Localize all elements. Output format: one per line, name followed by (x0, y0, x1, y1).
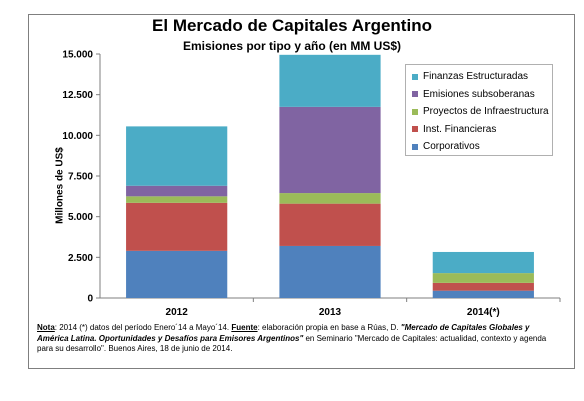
bar-segment (432, 251, 534, 274)
bar-segment (279, 193, 381, 204)
bar-segment (279, 106, 381, 194)
legend-item: Emisiones subsoberanas (412, 86, 552, 104)
bar-segment (126, 196, 228, 203)
legend-swatch (412, 126, 418, 133)
bar-segment (126, 202, 228, 251)
y-tick-label: 15.000 (62, 50, 93, 61)
y-tick-label: 0 (87, 294, 93, 305)
legend-item: Finanzas Estructuradas (412, 68, 552, 86)
legend: Finanzas Estructuradas Emisiones subsober… (405, 64, 553, 156)
bar-segment (279, 54, 381, 107)
note-text-3: en Seminario "Mercado de Capitales: actu… (37, 333, 547, 354)
x-tick-label: 2014(*) (467, 307, 500, 318)
legend-swatch (412, 143, 418, 150)
legend-label: Inst. Financieras (423, 123, 497, 135)
legend-swatch (412, 91, 418, 98)
note-italic-title: "Mercado de Capitales Globales y América… (37, 323, 530, 343)
legend-item: Proyectos de Infraestructura (412, 103, 552, 121)
y-tick-label: 5.000 (68, 212, 93, 223)
bar-segment (279, 203, 381, 246)
note-label: Nota (37, 323, 55, 332)
chart-subtitle: Emisiones por tipo y año (en MM US$) (182, 39, 402, 53)
bar-segment (126, 250, 228, 298)
legend-label: Finanzas Estructuradas (423, 71, 529, 83)
x-tick-label: 2012 (166, 307, 189, 318)
bar-segment (126, 185, 228, 197)
note-text-2: : elaboración propia en base a Rúas, D. (257, 323, 401, 332)
legend-label: Corporativos (423, 141, 480, 153)
bar-segment (432, 282, 534, 291)
legend-item: Inst. Financieras (412, 121, 552, 139)
bar-segment (126, 126, 228, 186)
note-text-1: : 2014 (*) datos del período Enero´14 a … (54, 323, 232, 332)
source-label: Fuente (231, 323, 258, 332)
y-tick-label: 7.500 (68, 172, 93, 183)
source-note: Nota: 2014 (*) datos del período Enero´1… (37, 323, 562, 355)
y-tick-label: 10.000 (62, 131, 93, 142)
bar-segment (432, 273, 534, 283)
legend-swatch (412, 108, 418, 115)
legend-item: Corporativos (412, 138, 552, 156)
bar-segment (432, 290, 534, 298)
y-tick-label: 12.500 (62, 90, 93, 101)
legend-label: Emisiones subsoberanas (423, 88, 535, 100)
bar-segment (279, 245, 381, 298)
chart-title: El Mercado de Capitales Argentino (152, 16, 432, 35)
y-tick-label: 2.500 (68, 253, 93, 264)
legend-label: Proyectos de Infraestructura (423, 106, 549, 118)
x-tick-label: 2013 (319, 307, 342, 318)
legend-swatch (412, 73, 418, 80)
